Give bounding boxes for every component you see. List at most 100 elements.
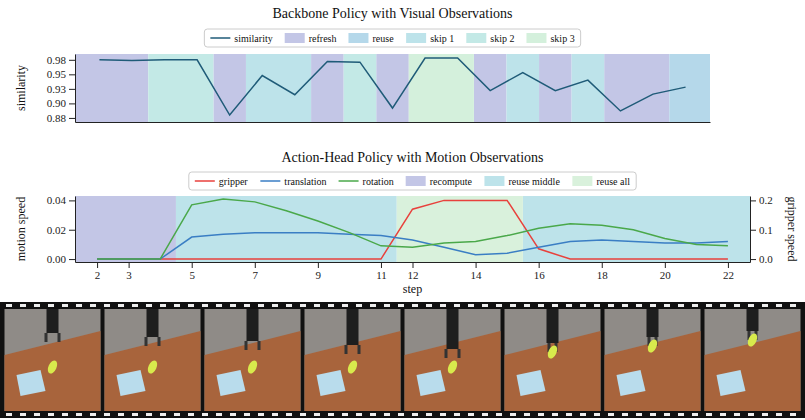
sprocket: [244, 304, 250, 307]
sprocket: [538, 413, 544, 416]
sprocket: [90, 304, 96, 307]
photo-frame: [605, 309, 701, 411]
legend-swatch: [260, 180, 280, 182]
tick-mark: [665, 262, 666, 268]
table: [205, 331, 301, 411]
sprocket: [174, 413, 180, 416]
band: [506, 54, 539, 122]
tick: 0.98: [47, 54, 75, 66]
object: [346, 359, 359, 375]
legend-label: gripper: [219, 176, 249, 187]
robot-arm: [747, 309, 759, 331]
tick-label: 3: [126, 269, 132, 281]
tick-label: 0.88: [47, 112, 67, 124]
sprocket: [398, 304, 404, 307]
photo-frame: [705, 309, 801, 411]
axis-line: [75, 197, 76, 263]
tick-mark: [318, 262, 319, 268]
sprocket: [174, 304, 180, 307]
sprocket: [720, 304, 726, 307]
sprocket: [426, 413, 432, 416]
tick: 0.95: [47, 68, 75, 80]
sprocket: [482, 413, 488, 416]
tick-label: 9: [316, 269, 322, 281]
sprocket: [104, 304, 110, 307]
sprocket: [776, 413, 782, 416]
robot-arm: [47, 309, 59, 333]
sprocket: [160, 304, 166, 307]
legend-swatch: [406, 33, 426, 43]
photo-frame: [305, 309, 401, 411]
tick: 11: [376, 262, 387, 281]
sprocket: [580, 413, 586, 416]
photo-frame: [5, 309, 101, 411]
cloth: [617, 370, 646, 396]
tick-label: 11: [376, 269, 387, 281]
object: [46, 359, 59, 375]
photo-frame: [205, 309, 301, 411]
y-axis-title: similarity: [14, 65, 28, 111]
table: [5, 331, 101, 411]
chart-panel: Action-Head Policy with Motion Observati…: [14, 150, 799, 296]
tick-mark: [69, 230, 75, 231]
sprocket: [20, 304, 26, 307]
chart-title: Backbone Policy with Visual Observations: [273, 6, 513, 21]
robot-arm: [347, 309, 359, 345]
sprocket: [594, 413, 600, 416]
band: [397, 196, 523, 262]
legend-item: skip 3: [526, 33, 574, 44]
strip-bg: [0, 302, 805, 418]
sprocket: [412, 304, 418, 307]
tick-mark: [69, 89, 75, 90]
cloth: [417, 370, 446, 396]
photo-bg: [305, 309, 401, 411]
sprocket: [398, 413, 404, 416]
robot-arm: [647, 309, 659, 337]
sprocket: [706, 304, 712, 307]
sprocket: [384, 304, 390, 307]
sprocket: [678, 413, 684, 416]
sprocket: [258, 304, 264, 307]
sprocket: [118, 304, 124, 307]
legend-swatch: [348, 33, 368, 43]
sprocket: [706, 413, 712, 416]
tick-label: 7: [253, 269, 259, 281]
sprocket: [188, 304, 194, 307]
sprocket: [20, 413, 26, 416]
tick-label: 12: [408, 269, 419, 281]
sprocket: [160, 413, 166, 416]
legend-label: rotation: [363, 176, 394, 187]
tick-label: 0.02: [47, 224, 66, 236]
sprocket: [580, 304, 586, 307]
band: [344, 54, 377, 122]
band: [572, 54, 605, 122]
x-axis: 2357911121416182022: [76, 262, 751, 281]
legend-label: skip 1: [430, 33, 454, 44]
sprocket: [552, 304, 558, 307]
y-axis-title: motion speed: [14, 197, 28, 261]
legend: similarityrefreshreuseskip 1skip 2skip 3: [204, 29, 580, 47]
sprocket: [62, 413, 68, 416]
cloth: [517, 370, 546, 396]
cloth: [217, 370, 246, 396]
object: [146, 359, 159, 375]
tick-mark: [69, 259, 75, 260]
tick-mark: [728, 262, 729, 268]
sprocket: [342, 413, 348, 416]
object: [246, 359, 259, 375]
sprocket: [314, 304, 320, 307]
sprocket: [510, 304, 516, 307]
sprocket: [216, 304, 222, 307]
sprocket: [692, 413, 698, 416]
photo-bg: [705, 309, 801, 411]
sprocket: [216, 413, 222, 416]
sprocket: [300, 304, 306, 307]
gripper-finger: [458, 349, 461, 358]
sprocket: [146, 413, 152, 416]
sprocket: [230, 413, 236, 416]
sprocket: [650, 413, 656, 416]
tick-label: 18: [597, 269, 609, 281]
sprocket: [300, 413, 306, 416]
tick-mark: [97, 262, 98, 268]
gripper-finger: [145, 337, 148, 346]
